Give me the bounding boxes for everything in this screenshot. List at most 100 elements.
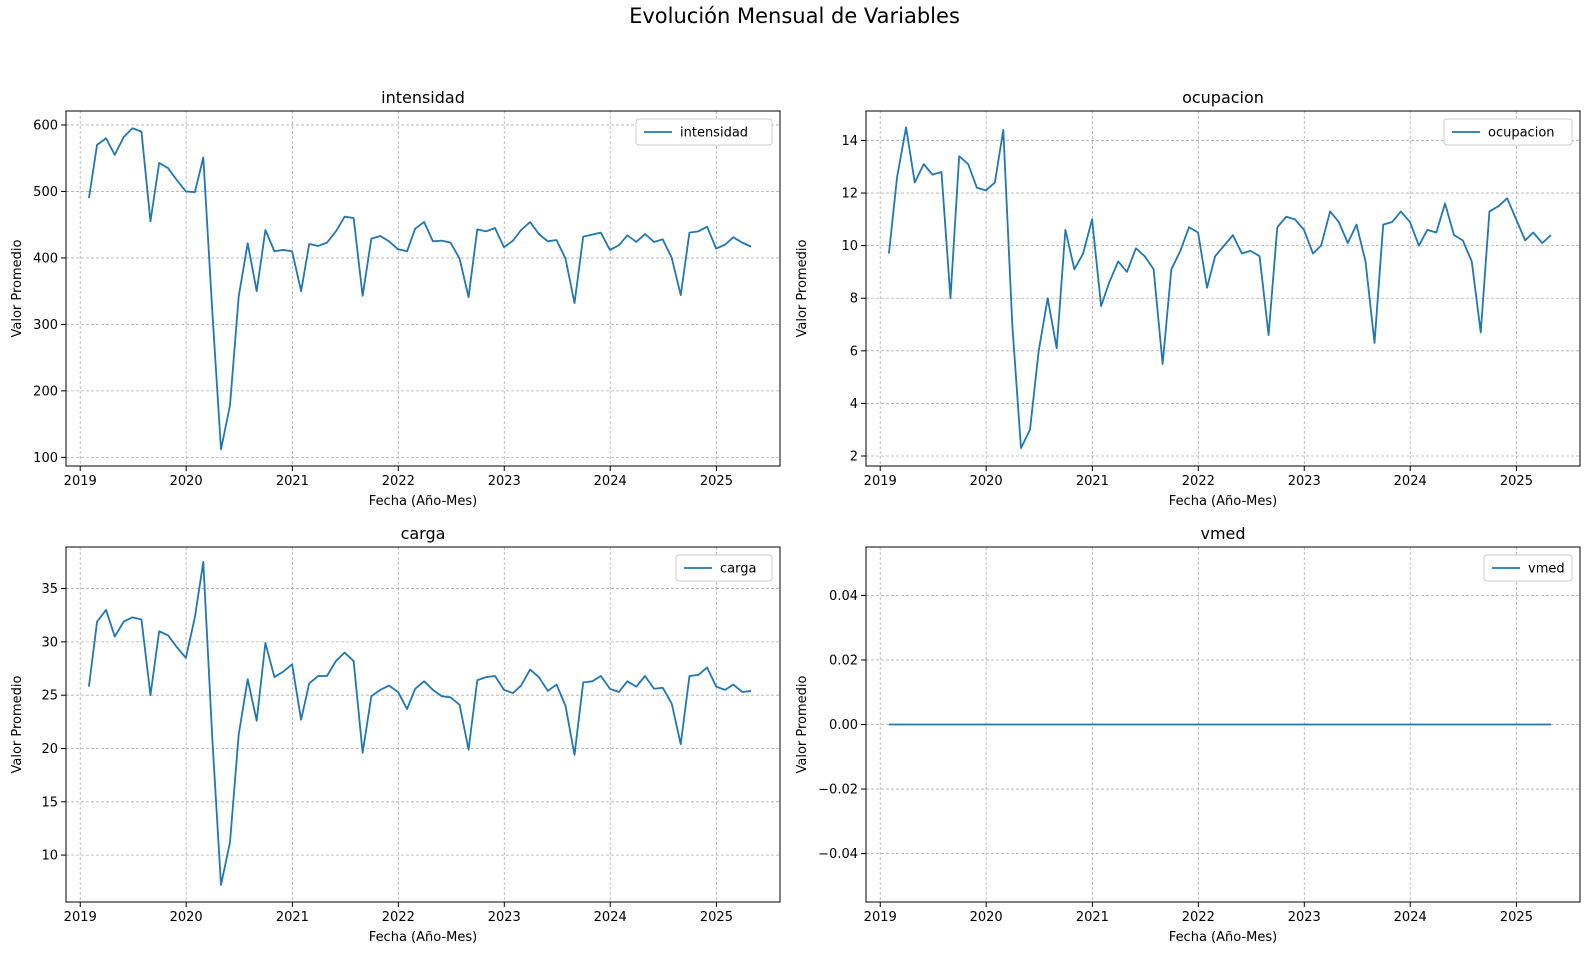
data-point [458, 703, 462, 707]
data-point [1099, 304, 1103, 308]
data-point [617, 690, 621, 694]
data-point [740, 241, 744, 245]
series-line-intensidad [88, 127, 752, 451]
data-point [1231, 723, 1235, 727]
data-point [634, 240, 638, 244]
data-point [1461, 238, 1465, 242]
data-point [361, 294, 365, 298]
data-point [493, 226, 497, 230]
x-tick-label: 2020 [170, 474, 203, 489]
y-tick-label: 2 [850, 450, 858, 465]
x-tick-label: 2022 [382, 474, 415, 489]
data-point [122, 135, 126, 139]
y-tick-label: 20 [41, 742, 58, 757]
y-axis-label: Valor Promedio [10, 239, 25, 337]
data-point [643, 674, 647, 678]
data-point [696, 673, 700, 677]
data-point [1196, 723, 1200, 727]
data-point [1319, 723, 1323, 727]
data-point [210, 736, 214, 740]
y-tick-label: 600 [33, 118, 58, 133]
data-point [599, 674, 603, 678]
y-tick-label: −0.02 [818, 783, 858, 798]
data-point [396, 690, 400, 694]
data-point [1328, 209, 1332, 213]
x-tick-label: 2024 [594, 910, 627, 925]
x-tick-label: 2023 [488, 910, 521, 925]
data-point [1010, 323, 1014, 327]
data-point [679, 742, 683, 746]
data-point [1328, 723, 1332, 727]
x-tick-label: 2019 [64, 910, 97, 925]
data-point [546, 689, 550, 693]
data-point [590, 679, 594, 683]
data-point [652, 240, 656, 244]
x-tick-label: 2024 [1394, 910, 1427, 925]
data-point [184, 189, 188, 193]
x-tick-label: 2021 [1076, 910, 1109, 925]
data-point [1496, 723, 1500, 727]
data-point [1408, 220, 1412, 224]
data-point [1213, 254, 1217, 258]
y-tick-label: 10 [41, 849, 58, 864]
grid [66, 111, 780, 466]
legend-label: intensidad [680, 126, 748, 141]
x-tick-label: 2023 [1288, 910, 1321, 925]
x-axis-label: Fecha (Año-Mes) [369, 930, 477, 945]
data-point [387, 684, 391, 688]
data-point [255, 719, 259, 723]
data-point [913, 723, 917, 727]
axes-frame [865, 110, 1581, 467]
data-point [263, 228, 267, 232]
data-point [1187, 723, 1191, 727]
data-point [643, 232, 647, 236]
data-point [1443, 202, 1447, 206]
data-point [440, 239, 444, 243]
data-point [113, 635, 117, 639]
data-point [1028, 723, 1032, 727]
y-tick-label: −0.04 [818, 847, 858, 862]
data-point [1213, 723, 1217, 727]
data-point [705, 225, 709, 229]
data-point [1381, 223, 1385, 227]
data-point [1381, 723, 1385, 727]
y-tick-label: 10 [841, 239, 858, 254]
data-point [1205, 286, 1209, 290]
data-point [1178, 723, 1182, 727]
data-point [679, 293, 683, 297]
data-point [352, 216, 356, 220]
data-point [95, 143, 99, 147]
data-point [1399, 209, 1403, 213]
y-tick-label: 30 [41, 635, 58, 650]
data-point [564, 257, 568, 261]
x-tick-label: 2024 [594, 474, 627, 489]
data-point [237, 294, 241, 298]
data-point [1284, 215, 1288, 219]
data-point [387, 239, 391, 243]
data-point [1531, 723, 1535, 727]
data-point [1046, 723, 1050, 727]
data-point [201, 156, 205, 160]
legend-box [1483, 554, 1573, 582]
data-point [573, 753, 577, 757]
data-point [1125, 723, 1129, 727]
data-point [930, 723, 934, 727]
data-point [157, 161, 161, 165]
data-point [1514, 723, 1518, 727]
data-point [378, 234, 382, 238]
data-point [378, 688, 382, 692]
data-point [422, 220, 426, 224]
data-point [166, 166, 170, 170]
data-point [148, 693, 152, 697]
data-point [581, 235, 585, 239]
data-point [1099, 723, 1103, 727]
data-point [555, 238, 559, 242]
data-point [1470, 259, 1474, 263]
x-tick-label: 2025 [1500, 910, 1533, 925]
data-point [1055, 346, 1059, 350]
data-point [493, 674, 497, 678]
data-point [608, 687, 612, 691]
data-point [343, 651, 347, 655]
x-tick-label: 2020 [170, 910, 203, 925]
x-tick-label: 2021 [276, 474, 309, 489]
